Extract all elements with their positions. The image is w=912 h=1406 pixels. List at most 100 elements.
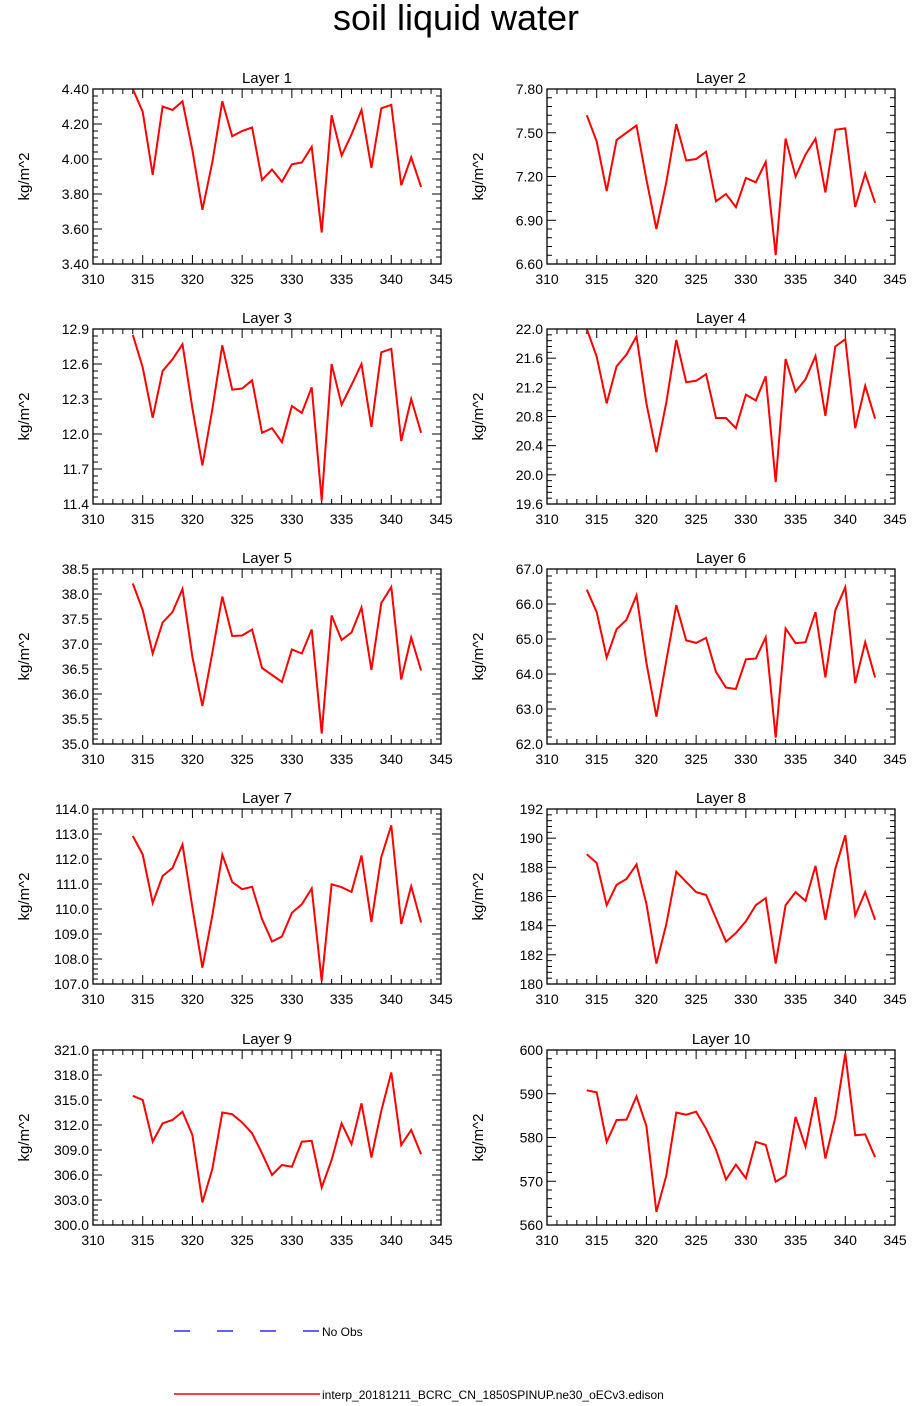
x-tick-label: 330 (734, 271, 758, 287)
panel-layer-4: Layer 4 kg/m^2 310 315 320 325 330 335 340 345 19.… (470, 310, 907, 527)
x-tick-label: 330 (734, 751, 758, 767)
x-tick-label: 345 (883, 991, 907, 1007)
x-tick-label: 325 (230, 991, 254, 1007)
x-tick-label: 320 (635, 751, 659, 767)
x-tick-label: 335 (330, 511, 354, 527)
x-tick-label: 315 (131, 751, 155, 767)
y-tick-label: 4.00 (62, 151, 89, 167)
y-tick-label: 300.0 (54, 1217, 89, 1233)
y-tick-label: 182 (520, 947, 544, 963)
x-tick-label: 315 (585, 991, 609, 1007)
x-tick-label: 345 (429, 511, 453, 527)
x-tick-label: 325 (684, 271, 708, 287)
plot-frame (92, 808, 442, 985)
x-tick-label: 310 (535, 991, 559, 1007)
y-tick-label: 109.0 (54, 926, 89, 942)
x-tick-label: 330 (734, 991, 758, 1007)
panel-title: Layer 1 (242, 70, 292, 87)
x-tick-label: 325 (230, 271, 254, 287)
y-tick-label: 7.20 (516, 169, 543, 185)
x-tick-label: 320 (181, 511, 205, 527)
x-tick-label: 340 (834, 511, 858, 527)
series-line-1 (586, 1053, 877, 1213)
y-axis-label: kg/m^2 (16, 153, 33, 201)
legend-obs-label: No Obs (322, 1325, 363, 1339)
x-tick-label: 340 (834, 751, 858, 767)
y-tick-label: 63.0 (516, 701, 543, 717)
y-tick-label: 66.0 (516, 596, 543, 612)
panel-layer-7: Layer 7 kg/m^2 310 315 320 325 330 335 340 345 107… (16, 790, 453, 1007)
x-tick-label: 320 (181, 271, 205, 287)
y-tick-label: 7.80 (516, 81, 543, 97)
y-tick-label: 184 (520, 918, 544, 934)
y-tick-label: 186 (520, 889, 544, 905)
y-tick-label: 180 (520, 976, 544, 992)
panel-title: Layer 4 (696, 310, 746, 327)
x-tick-label: 310 (81, 511, 105, 527)
y-tick-label: 560 (520, 1217, 544, 1233)
x-tick-label: 310 (535, 511, 559, 527)
y-tick-label: 6.90 (516, 212, 543, 228)
x-tick-label: 330 (280, 751, 304, 767)
panel-layer-6: Layer 6 kg/m^2 310 315 320 325 330 335 340 345 62.… (470, 550, 907, 767)
x-tick-label: 325 (230, 1232, 254, 1248)
y-tick-label: 19.6 (516, 496, 543, 512)
y-axis-label: kg/m^2 (16, 633, 33, 681)
y-tick-label: 114.0 (55, 801, 89, 817)
x-tick-label: 335 (784, 1232, 808, 1248)
panel-title: Layer 9 (242, 1031, 292, 1048)
y-tick-label: 36.5 (62, 661, 89, 677)
x-tick-label: 340 (380, 991, 404, 1007)
y-tick-label: 190 (520, 830, 544, 846)
y-tick-label: 11.4 (63, 496, 89, 512)
legend-model-label: interp_20181211_BCRC_CN_1850SPINUP.ne30_… (322, 1388, 664, 1402)
x-tick-label: 310 (535, 751, 559, 767)
y-tick-label: 4.20 (62, 116, 89, 132)
y-tick-label: 65.0 (516, 631, 543, 647)
y-tick-label: 107.0 (54, 976, 89, 992)
y-tick-label: 35.5 (62, 711, 89, 727)
y-tick-label: 12.9 (62, 321, 89, 337)
panel-title: Layer 10 (692, 1031, 750, 1048)
panel-title: Layer 2 (696, 70, 746, 87)
x-tick-label: 340 (380, 511, 404, 527)
y-axis-label: kg/m^2 (16, 1114, 33, 1162)
x-tick-label: 325 (230, 751, 254, 767)
x-tick-label: 315 (585, 1232, 609, 1248)
y-tick-label: 6.60 (516, 256, 543, 272)
y-tick-label: 62.0 (516, 736, 543, 752)
series-line-1 (131, 334, 423, 501)
panel-title: Layer 3 (242, 310, 292, 327)
y-tick-label: 21.2 (516, 379, 543, 395)
panel-layer-9: Layer 9 kg/m^2 310 315 320 325 330 335 340 345 300… (16, 1031, 453, 1248)
y-axis-label: kg/m^2 (16, 393, 33, 441)
x-tick-label: 320 (181, 751, 205, 767)
y-tick-label: 590 (520, 1086, 544, 1102)
x-tick-label: 340 (380, 1232, 404, 1248)
x-tick-label: 315 (585, 271, 609, 287)
panel-layer-3: Layer 3 kg/m^2 310 315 320 325 330 335 340 345 11.… (16, 310, 453, 527)
x-tick-label: 345 (883, 271, 907, 287)
x-tick-label: 320 (635, 511, 659, 527)
x-tick-label: 330 (734, 1232, 758, 1248)
x-tick-label: 345 (429, 991, 453, 1007)
series-line-1 (131, 88, 423, 233)
x-tick-label: 330 (280, 991, 304, 1007)
x-tick-label: 320 (181, 1232, 205, 1248)
y-tick-label: 108.0 (54, 951, 89, 967)
y-tick-label: 4.40 (62, 81, 89, 97)
series-line-1 (131, 824, 423, 982)
panel-layer-10: Layer 10 kg/m^2 310 315 320 325 330 335 340 345 56… (470, 1031, 907, 1248)
x-tick-label: 320 (181, 991, 205, 1007)
y-tick-label: 12.3 (62, 391, 89, 407)
x-tick-label: 340 (380, 751, 404, 767)
y-tick-label: 309.0 (54, 1142, 89, 1158)
y-axis-label: kg/m^2 (470, 633, 487, 681)
y-tick-label: 64.0 (516, 666, 543, 682)
y-tick-label: 321.0 (54, 1042, 89, 1058)
legend: No Obs interp_20181211_BCRC_CN_1850SPINUP… (174, 1325, 664, 1402)
y-tick-label: 312.0 (54, 1117, 89, 1133)
panel-title: Layer 6 (696, 550, 746, 567)
panel-layer-2: Layer 2 kg/m^2 310 315 320 325 330 335 340 345 6.6… (470, 70, 907, 287)
